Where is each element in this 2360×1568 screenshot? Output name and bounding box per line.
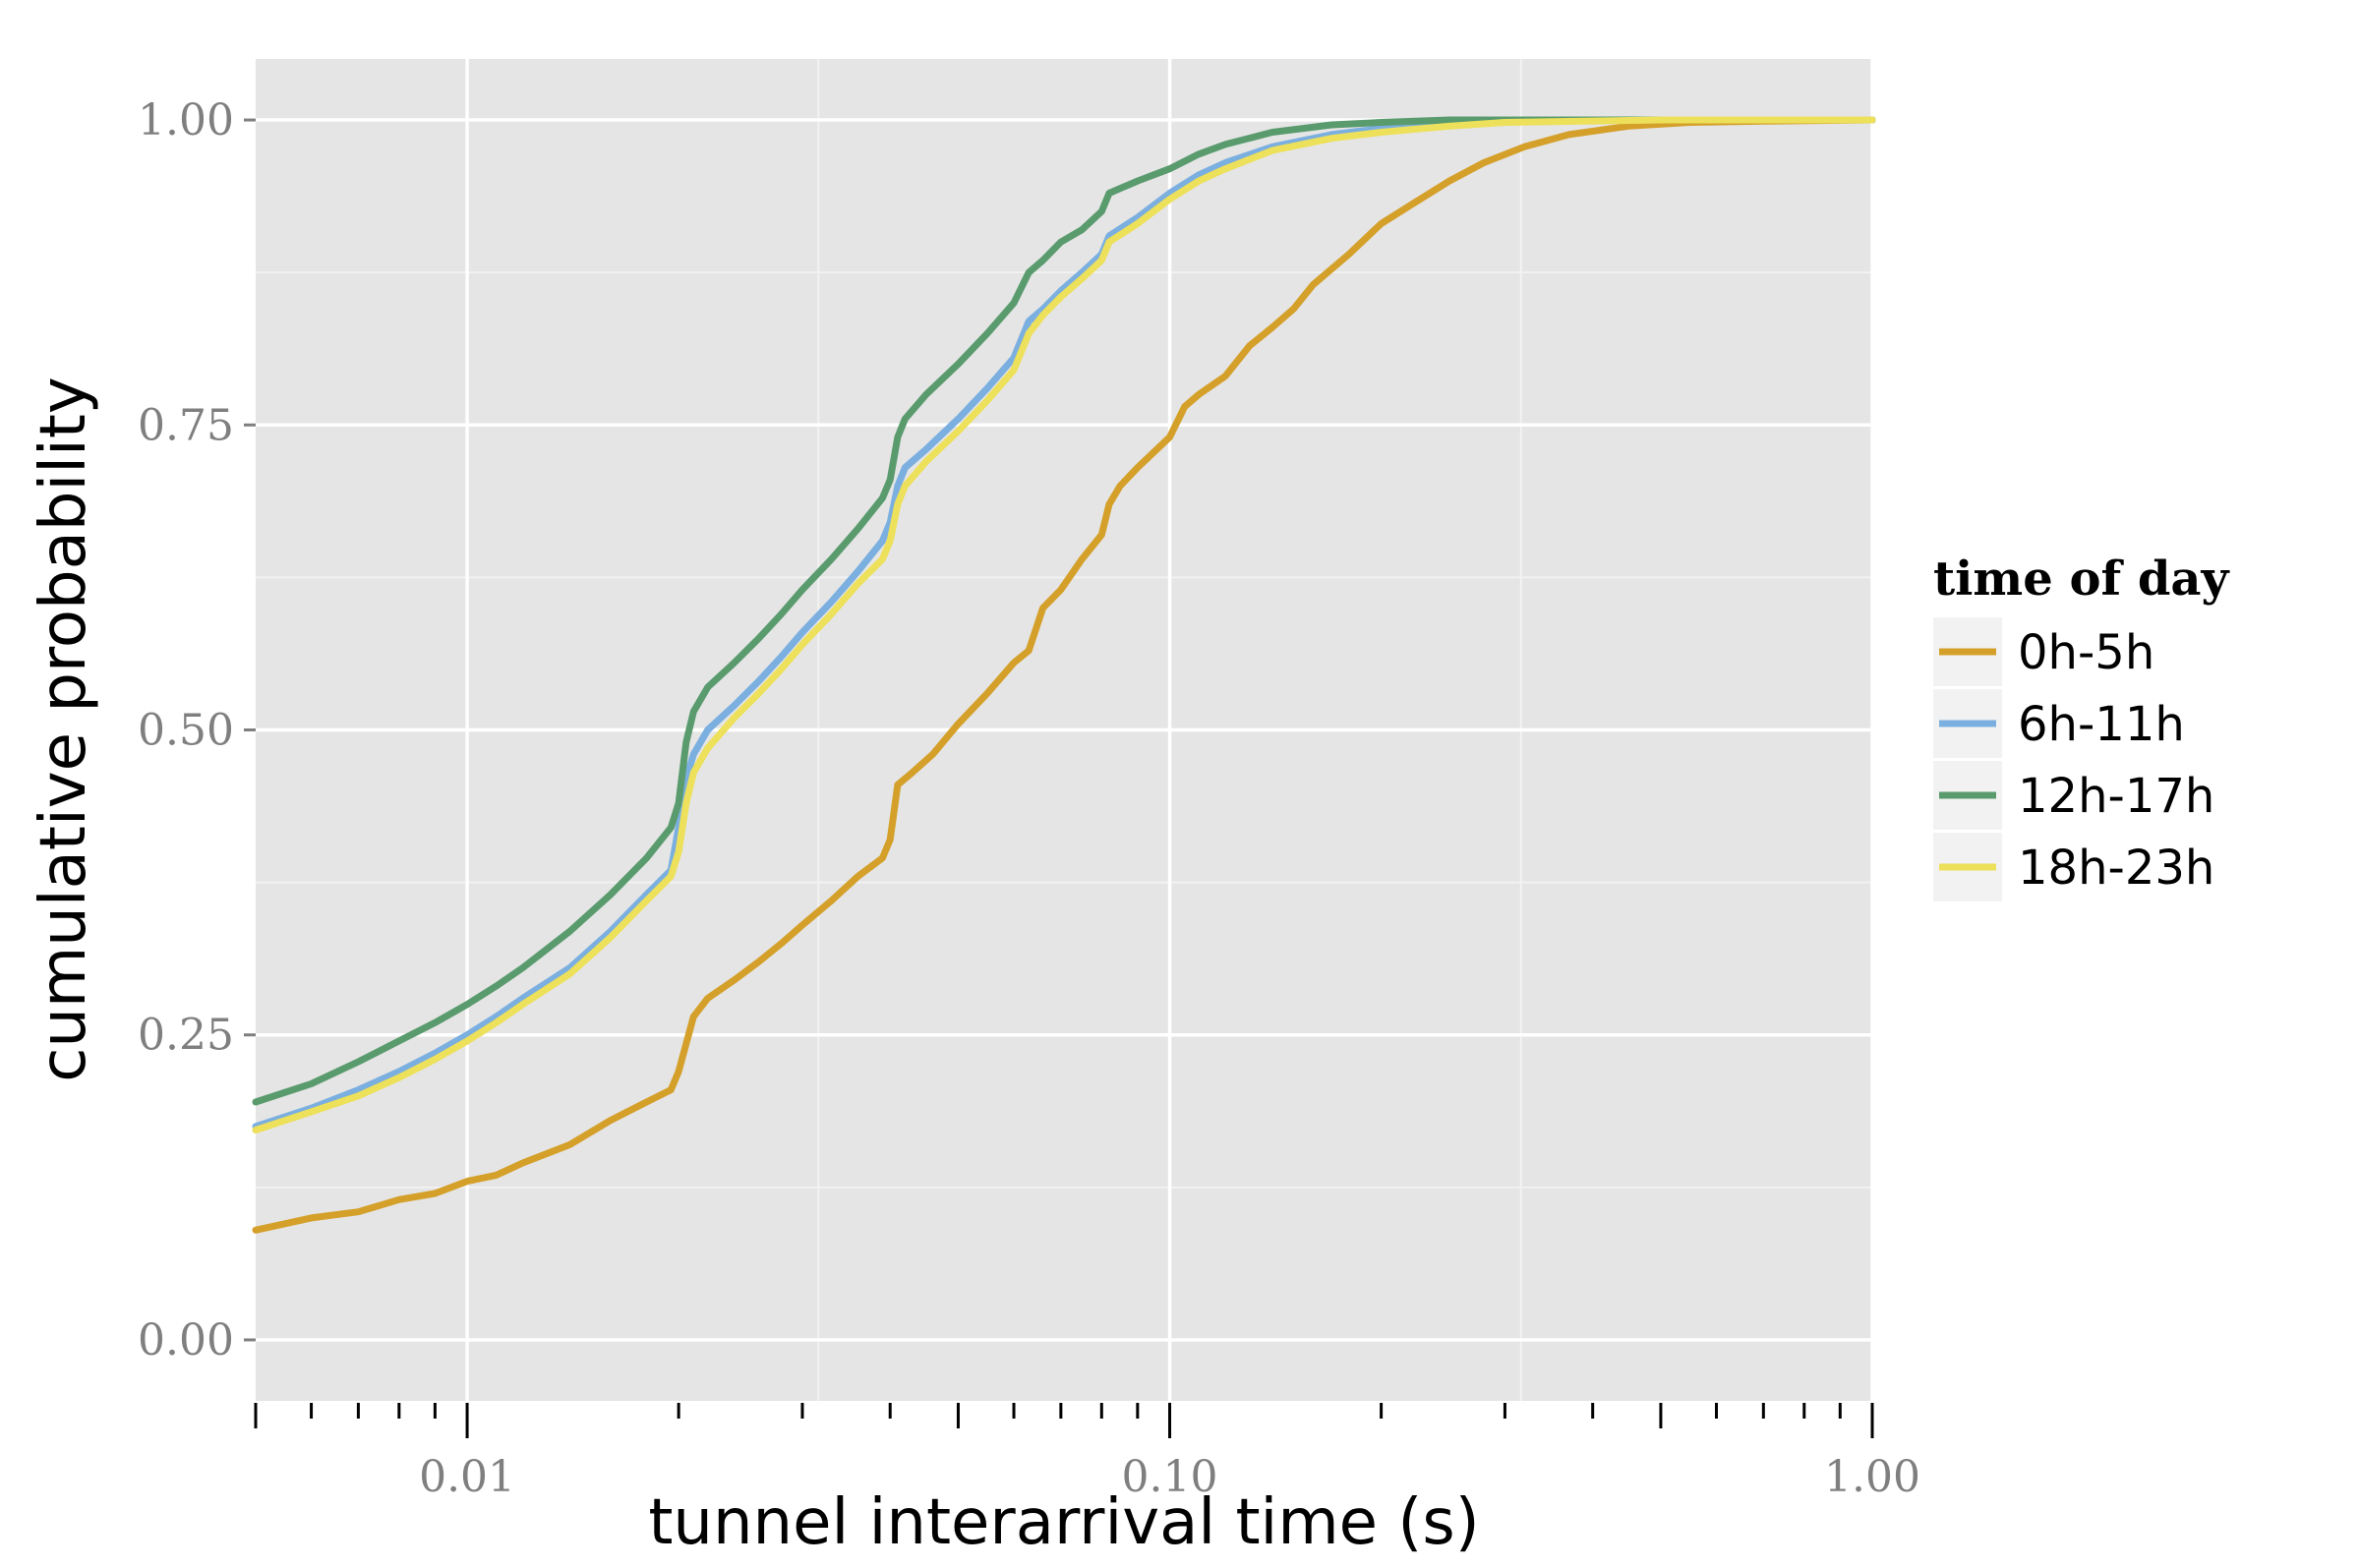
x-axis-title: tunnel interarrival time (s) bbox=[648, 1486, 1479, 1559]
legend-label: 12h-17h bbox=[2018, 769, 2214, 824]
series-line-18h-23h bbox=[252, 116, 1876, 1133]
legend-label: 0h-5h bbox=[2018, 625, 2154, 680]
y-axis-title: cumulative probability bbox=[28, 377, 100, 1082]
legend: time of day 0h-5h 6h-11h 12h-17h 18h-23h bbox=[1933, 552, 2230, 901]
y-tick-label: 0.25 bbox=[138, 1011, 234, 1061]
y-tick-label: 0.75 bbox=[138, 400, 234, 450]
x-tick-labels: 0.01 0.10 1.00 bbox=[419, 1452, 1920, 1502]
y-tick-labels: 0.00 0.25 0.50 0.75 1.00 bbox=[138, 95, 234, 1365]
series-line-0h-5h bbox=[252, 116, 1876, 1234]
y-tick-label: 0.50 bbox=[138, 706, 234, 756]
legend-items: 0h-5h 6h-11h 12h-17h 18h-23h bbox=[1933, 617, 2214, 901]
series-lines bbox=[252, 116, 1876, 1234]
legend-item: 18h-23h bbox=[1933, 833, 2214, 901]
legend-item: 0h-5h bbox=[1933, 617, 2154, 686]
series-line-6h-11h bbox=[252, 116, 1876, 1131]
y-tick-label: 1.00 bbox=[138, 95, 234, 145]
legend-item: 12h-17h bbox=[1933, 761, 2214, 830]
series-line-12h-17h bbox=[252, 116, 1876, 1106]
legend-label: 18h-23h bbox=[2018, 841, 2214, 896]
x-tick-label: 0.01 bbox=[419, 1452, 515, 1502]
legend-label: 6h-11h bbox=[2018, 697, 2185, 752]
x-tick-label: 0.10 bbox=[1122, 1452, 1218, 1502]
legend-item: 6h-11h bbox=[1933, 689, 2185, 758]
axis-ticks bbox=[244, 118, 1874, 1438]
y-tick-label: 0.00 bbox=[138, 1315, 234, 1365]
legend-title: time of day bbox=[1933, 552, 2230, 607]
x-tick-label: 1.00 bbox=[1824, 1452, 1920, 1502]
